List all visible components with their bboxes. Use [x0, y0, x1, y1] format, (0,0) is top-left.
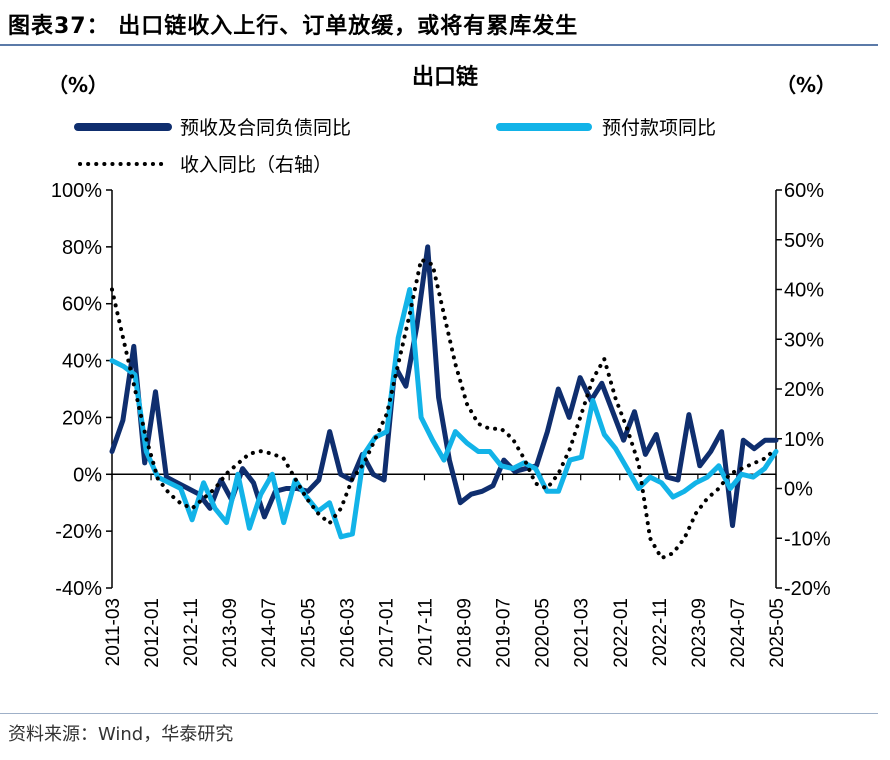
legend-label-revenue: 收入同比（右轴） — [180, 154, 332, 176]
x-tick-label: 2023-09 — [689, 598, 710, 668]
right-tick-label: 40% — [784, 280, 824, 302]
right-tick-label: 10% — [784, 429, 824, 451]
right-tick-label: 60% — [784, 180, 824, 202]
source-note: 资料来源：Wind，华泰研究 — [8, 724, 234, 745]
series-group — [109, 244, 779, 561]
right-tick-label: 30% — [784, 329, 824, 351]
x-tick-label: 2025-05 — [767, 598, 788, 668]
x-tick-label: 2011-03 — [103, 598, 124, 666]
left-tick-label: 60% — [62, 294, 102, 316]
right-tick-label: 0% — [784, 479, 813, 501]
left-tick-label: 80% — [62, 237, 102, 259]
x-tick-label: 2012-11 — [181, 598, 202, 666]
series-line-prepayments — [109, 287, 779, 540]
footer-divider — [0, 713, 878, 714]
x-tick-label: 2017-01 — [376, 598, 397, 668]
right-tick-label: 20% — [784, 379, 824, 401]
left-tick-label: 100% — [51, 180, 102, 202]
x-tick-label: 2022-01 — [611, 598, 632, 668]
left-tick-label: 0% — [73, 464, 102, 486]
right-tick-label: 50% — [784, 230, 824, 252]
x-tick-label: 2024-07 — [728, 598, 749, 668]
x-tick-label: 2018-09 — [455, 598, 476, 668]
figure-title: 图表37： 出口链收入上行、订单放缓，或将有累库发生 — [8, 14, 579, 39]
right-tick-label: -20% — [784, 578, 831, 600]
left-tick-label: -40% — [55, 578, 102, 600]
chart-title: 出口链 — [412, 64, 478, 90]
left-tick-label: 40% — [62, 351, 102, 373]
left-tick-label: -20% — [55, 521, 102, 543]
title-divider — [0, 44, 878, 46]
left-axis-unit: （%） — [48, 73, 108, 97]
left-tick-label: 20% — [62, 407, 102, 429]
right-tick-label: -10% — [784, 528, 831, 550]
x-tick-label: 2021-03 — [572, 598, 593, 668]
legend-label-advance-receipts: 预收及合同负债同比 — [180, 117, 351, 139]
x-tick-label: 2013-09 — [220, 598, 241, 668]
x-tick-label: 2015-05 — [298, 598, 319, 668]
x-tick-label: 2017-11 — [415, 598, 436, 666]
series-line-advance-receipts — [109, 244, 779, 528]
x-tick-label: 2016-03 — [337, 598, 358, 668]
right-axis-unit: （%） — [776, 73, 836, 97]
x-tick-label: 2019-07 — [494, 598, 515, 668]
legend-label-prepayments: 预付款项同比 — [602, 117, 716, 139]
x-tick-label: 2022-11 — [650, 598, 671, 666]
line-chart: 出口链 （%） （%） 预收及合同负债同比 预付款项同比 收入同比（右轴） 10… — [48, 64, 836, 668]
series-line-revenue — [110, 257, 778, 561]
axes-group: 100% 80% 60% 40% 20% 0% -20% -40% 60% 50% 40% 30% 20… — [51, 180, 831, 668]
x-tick-label: 2012-01 — [142, 598, 163, 668]
x-tick-label: 2020-05 — [533, 598, 554, 668]
x-tick-label: 2014-07 — [259, 598, 280, 668]
